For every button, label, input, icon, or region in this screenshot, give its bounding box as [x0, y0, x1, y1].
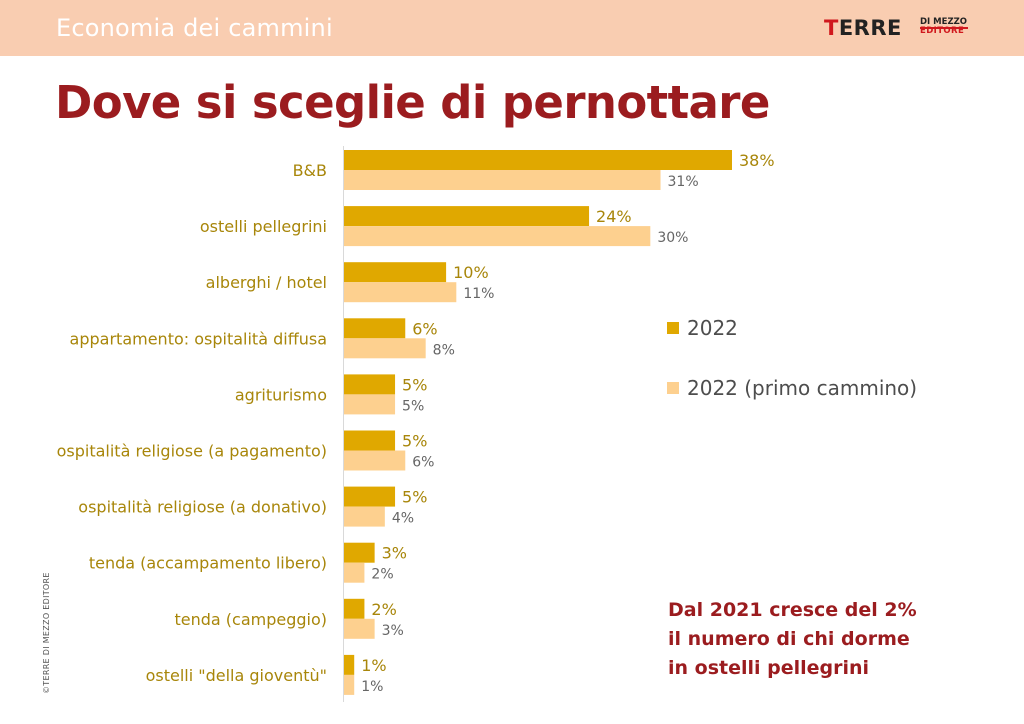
category-label: appartamento: ospitalità diffusa [70, 329, 327, 348]
copyright-text: ©TERRE DI MEZZO EDITORE [42, 572, 51, 694]
category-label: tenda (campeggio) [174, 610, 327, 629]
header-band [0, 0, 1024, 56]
data-label-primo-cammino: 4% [392, 511, 414, 527]
bar-2022 [344, 430, 396, 451]
category-label: ospitalità religiose (a pagamento) [57, 442, 327, 461]
annotation-note: Dal 2021 cresce del 2% il numero di chi … [668, 596, 968, 683]
data-label-2022: 10% [453, 263, 489, 282]
category-label: alberghi / hotel [206, 273, 327, 292]
data-label-primo-cammino: 2% [371, 567, 393, 583]
note-line-2: il numero di chi dorme [668, 628, 910, 650]
bar-2022 [344, 150, 732, 170]
legend-swatch-primo-cammino [667, 382, 679, 394]
data-label-2022: 6% [412, 319, 437, 338]
data-label-primo-cammino: 31% [668, 174, 699, 190]
bar-2022 [344, 206, 590, 227]
legend-item-2022: 2022 [667, 316, 738, 340]
bar-2022-primo-cammino [344, 450, 406, 471]
data-label-2022: 38% [739, 151, 775, 170]
data-label-2022: 3% [382, 544, 407, 563]
logo-rule [920, 27, 968, 29]
page-title: Dove si sceglie di pernottare [55, 76, 770, 129]
data-label-2022: 5% [402, 488, 427, 507]
note-line-1: Dal 2021 cresce del 2% [668, 599, 917, 621]
category-label: tenda (accampamento libero) [89, 554, 327, 573]
bar-2022-primo-cammino [344, 506, 385, 527]
data-label-primo-cammino: 8% [433, 342, 455, 358]
bar-2022 [344, 262, 447, 283]
bar-2022 [344, 318, 406, 339]
legend-swatch-2022 [667, 322, 679, 334]
bar-2022 [344, 598, 365, 619]
data-label-2022: 5% [402, 375, 427, 394]
category-label: B&B [293, 161, 327, 180]
bar-2022 [344, 486, 396, 507]
bar-2022-primo-cammino [344, 674, 355, 695]
logo-subtitle: DI MEZZO EDITORE [920, 17, 967, 36]
category-label: agriturismo [235, 385, 327, 404]
data-label-primo-cammino: 30% [657, 230, 688, 246]
bar-2022 [344, 374, 396, 395]
data-label-primo-cammino: 3% [382, 623, 404, 639]
note-line-3: in ostelli pellegrini [668, 657, 870, 679]
data-label-2022: 1% [361, 656, 386, 675]
bar-2022-primo-cammino [344, 170, 661, 190]
category-label: ostelli pellegrini [200, 217, 327, 236]
category-label: ostelli "della gioventù" [146, 666, 327, 685]
data-label-primo-cammino: 11% [463, 286, 494, 302]
data-label-primo-cammino: 1% [361, 679, 383, 695]
bar-2022-primo-cammino [344, 338, 426, 359]
bar-2022-primo-cammino [344, 226, 651, 247]
section-title: Economia dei cammini [56, 14, 333, 42]
bar-2022 [344, 654, 355, 675]
bar-2022 [344, 542, 375, 563]
category-label: ospitalità religiose (a donativo) [78, 498, 327, 517]
data-label-primo-cammino: 5% [402, 398, 424, 414]
data-label-2022: 24% [596, 207, 632, 226]
data-label-2022: 5% [402, 432, 427, 451]
bar-2022-primo-cammino [344, 394, 396, 415]
bar-2022-primo-cammino [344, 562, 365, 583]
data-label-primo-cammino: 6% [412, 455, 434, 471]
bar-2022-primo-cammino [344, 282, 457, 303]
data-label-2022: 2% [371, 600, 396, 619]
legend-item-primo-cammino: 2022 (primo cammino) [667, 376, 917, 400]
bar-2022-primo-cammino [344, 618, 375, 639]
logo-wordmark: TERRE [824, 16, 902, 40]
